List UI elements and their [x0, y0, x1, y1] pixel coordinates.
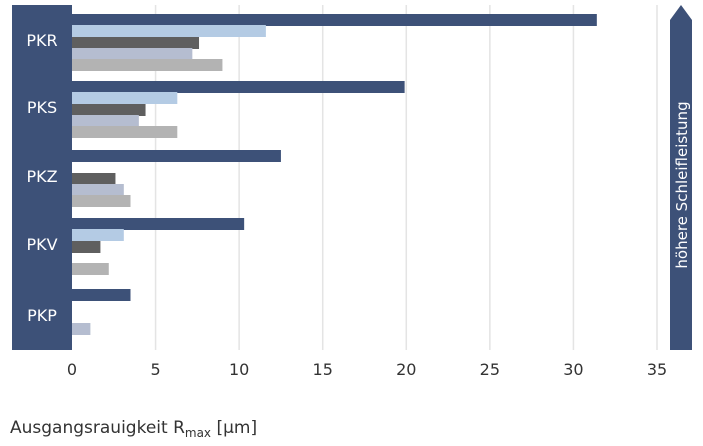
bar [72, 195, 131, 207]
bar [72, 173, 116, 185]
bar [72, 184, 124, 196]
category-label: PKV [26, 235, 57, 254]
bar [72, 25, 266, 37]
bar [72, 48, 193, 60]
arrow-shaft [670, 20, 692, 350]
bar [72, 289, 131, 301]
x-tick-label: 25 [480, 360, 500, 379]
x-tick-labels: 0 5 10 15 20 25 30 35 [67, 360, 667, 379]
category-label: PKS [27, 98, 57, 117]
bar [72, 59, 223, 71]
bar [72, 323, 91, 335]
grid [154, 5, 658, 350]
bar [72, 126, 178, 138]
arrow-head [670, 5, 692, 20]
side-label: höhere Schleifleistung [673, 101, 691, 268]
x-axis-label-sub: max [184, 426, 212, 440]
bar [72, 241, 101, 253]
bar [72, 263, 109, 275]
bar [72, 37, 200, 49]
bar [72, 115, 139, 127]
x-axis-label-main: Ausgangsrauigkeit R [10, 418, 185, 438]
x-axis-label: Ausgangsrauigkeit Rmax [µm] [10, 418, 257, 440]
x-axis-label-unit: [µm] [211, 418, 258, 438]
bar [72, 92, 178, 104]
category-label: PKZ [26, 167, 57, 186]
x-tick-label: 20 [396, 360, 416, 379]
bar [72, 14, 597, 26]
category-label: PKP [27, 306, 57, 325]
bar [72, 218, 245, 230]
x-tick-label: 30 [563, 360, 583, 379]
x-tick-label: 35 [647, 360, 667, 379]
category-labels: PKR PKS PKZ PKV PKP [26, 31, 57, 325]
bar [72, 81, 405, 93]
category-label: PKR [26, 31, 57, 50]
x-tick-label: 15 [313, 360, 333, 379]
bar [72, 229, 124, 241]
category-band [12, 5, 72, 350]
x-tick-label: 0 [67, 360, 77, 379]
performance-arrow: höhere Schleifleistung [670, 5, 692, 350]
bar [72, 150, 281, 162]
bar [72, 104, 146, 116]
bars [72, 14, 597, 335]
x-tick-label: 5 [150, 360, 160, 379]
x-tick-label: 10 [229, 360, 249, 379]
